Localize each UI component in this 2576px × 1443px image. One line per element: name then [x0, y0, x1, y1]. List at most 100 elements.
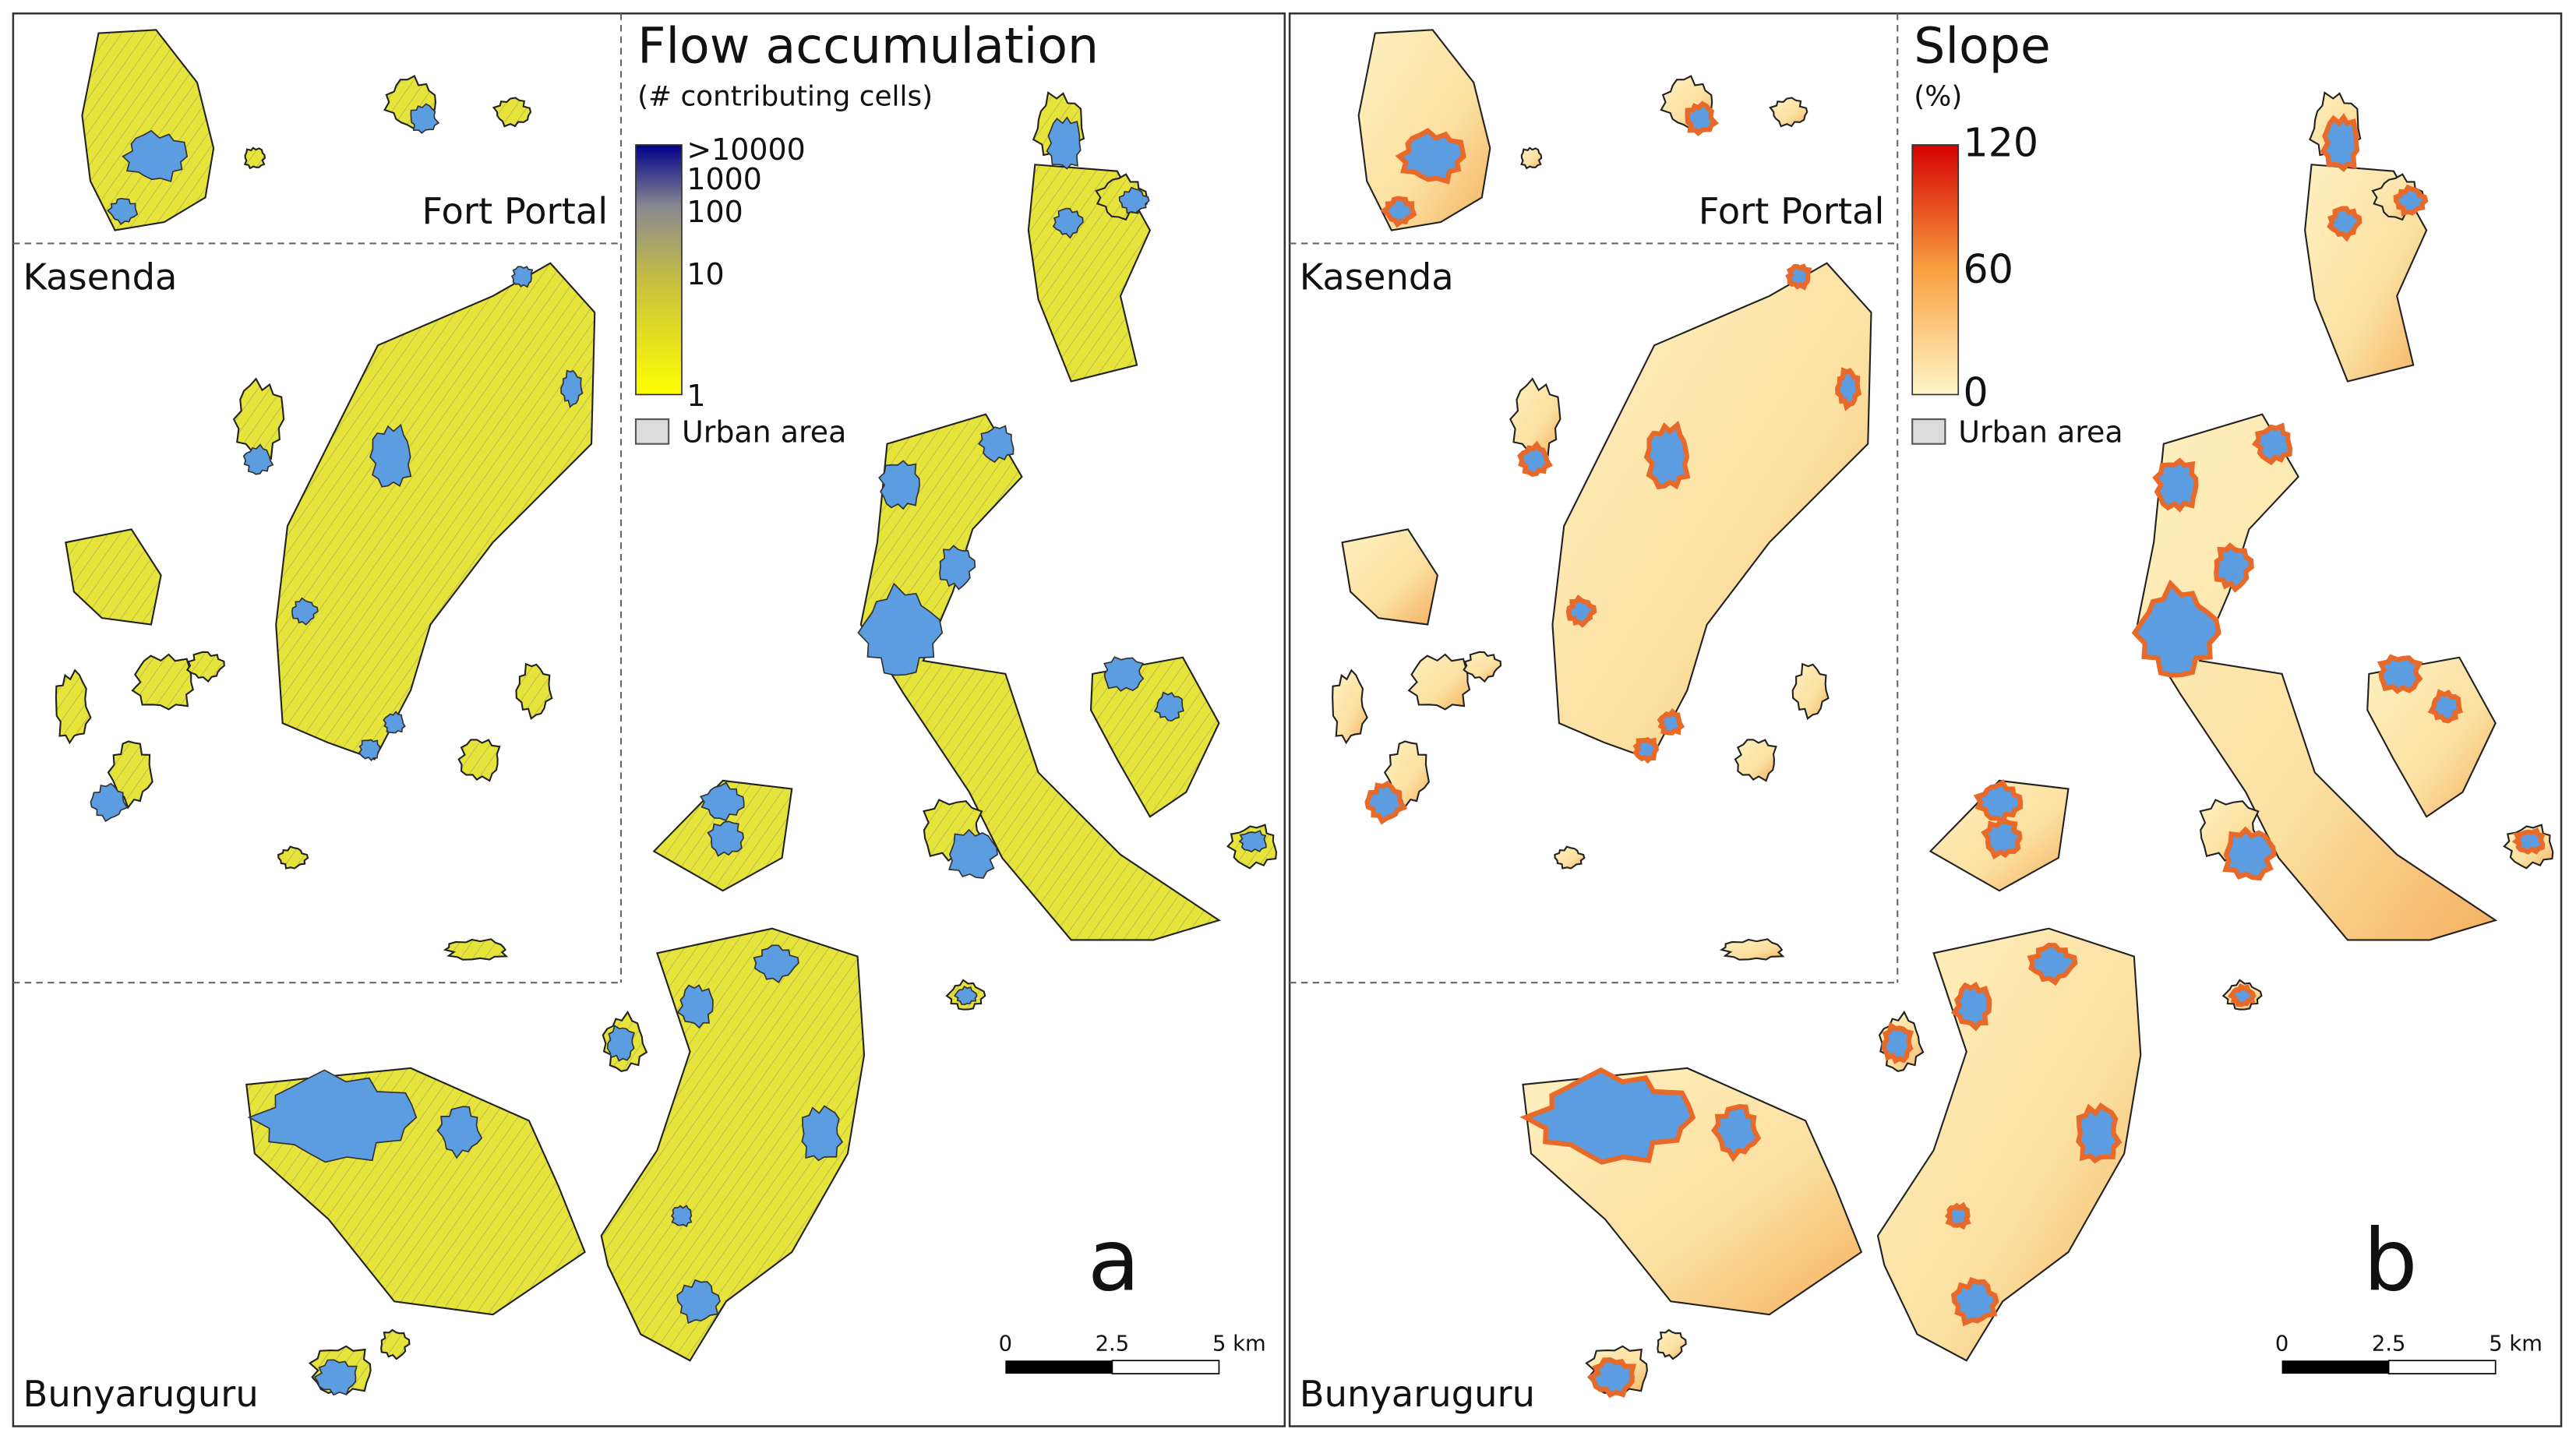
catchment: [859, 413, 1221, 941]
urban-label: Urban area: [1958, 415, 2123, 450]
scale-bar-label: 0: [2275, 1332, 2288, 1357]
crater-lake: [2131, 579, 2221, 678]
crater-lake: [857, 582, 944, 676]
crater-lake: [1785, 263, 1812, 291]
crater-lake: [1052, 207, 1084, 239]
urban-swatch: [634, 418, 670, 445]
crater-lake: [939, 545, 976, 591]
color-bar-label: 1: [686, 379, 705, 413]
region-label: Bunyaruguru: [1300, 1373, 1535, 1415]
crater-lake: [1945, 1201, 1971, 1230]
region-label: Kasenda: [1300, 256, 1454, 298]
catchment: [1769, 97, 1808, 128]
crater-lake: [801, 1105, 844, 1162]
crater-lake: [1153, 691, 1184, 722]
scale-bar-black: [1005, 1360, 1113, 1374]
catchment: [131, 653, 194, 711]
crater-lake: [383, 711, 406, 734]
catchment: [65, 528, 162, 626]
catchment: [443, 938, 509, 961]
crater-lake: [1103, 656, 1145, 692]
crater-lake: [1950, 981, 1992, 1032]
catchment: [515, 662, 553, 720]
catchment: [1463, 651, 1502, 683]
scale-bar-black: [2281, 1360, 2389, 1374]
crater-lake: [2214, 542, 2254, 593]
crater-lake: [358, 739, 381, 761]
catchment: [1554, 845, 1586, 870]
crater-lake: [977, 425, 1015, 464]
catchment: [55, 669, 92, 745]
legend-subtitle: (%): [1914, 80, 1962, 112]
region-label: Fort Portal: [422, 190, 608, 232]
crater-lake: [676, 1279, 721, 1325]
scale-bar-white: [2387, 1360, 2497, 1374]
crater-lake: [2076, 1103, 2123, 1164]
catchment: [1520, 146, 1543, 170]
color-bar-label: >10000: [686, 132, 805, 167]
crater-lake: [107, 197, 139, 226]
crater-lake: [90, 782, 129, 823]
catchment: [457, 739, 501, 782]
crater-lake: [1973, 779, 2024, 824]
crater-lake: [2427, 689, 2464, 724]
catchment: [1720, 938, 1785, 961]
catchment: [81, 29, 215, 231]
crater-lake: [2320, 113, 2360, 172]
catchment: [1089, 656, 1220, 818]
crater-lake: [676, 984, 714, 1029]
urban-swatch: [1911, 418, 1946, 445]
color-bar-label: 1000: [686, 162, 762, 196]
crater-lake: [369, 423, 412, 488]
crater-lake: [606, 1025, 635, 1062]
scale-bar-label: 5 km: [1212, 1332, 1266, 1357]
crater-lake: [1118, 186, 1150, 214]
crater-lake: [1395, 127, 1466, 185]
color-bar-label: 0: [1964, 369, 1988, 415]
crater-lake: [2327, 206, 2363, 242]
catchment: [275, 262, 596, 760]
crater-lake: [1046, 116, 1082, 170]
crater-lake: [1657, 707, 1685, 736]
crater-lake: [948, 828, 998, 879]
catchment: [1407, 653, 1471, 711]
legend-title: Slope: [1914, 17, 2050, 75]
crater-lake: [247, 1069, 418, 1163]
crater-lake: [510, 266, 534, 288]
catchment: [185, 651, 225, 683]
crater-lake: [1517, 440, 1553, 477]
crater-lake: [1364, 780, 1408, 825]
catchment: [1332, 669, 1368, 745]
crater-lake: [1380, 196, 1417, 228]
scale-bar-white: [1111, 1360, 1220, 1374]
catchment: [1791, 662, 1830, 720]
crater-lake: [436, 1106, 483, 1159]
crater-lake: [2511, 827, 2546, 855]
crater-lake: [1519, 1067, 1696, 1165]
crater-lake: [2227, 983, 2257, 1007]
panel-letter: a: [1088, 1211, 1140, 1311]
crater-lake: [699, 781, 745, 822]
region-label: Kasenda: [23, 256, 178, 298]
catchment: [1509, 377, 1561, 460]
crater-lake: [2377, 654, 2423, 694]
color-bar-label: 60: [1964, 246, 2013, 292]
panel-letter: b: [2363, 1211, 2418, 1311]
crater-lake: [410, 103, 440, 134]
crater-lake: [878, 460, 920, 510]
catchment: [2366, 656, 2497, 818]
catchment: [1657, 1328, 1687, 1360]
crater-lake: [242, 443, 274, 475]
color-bar-label: 100: [686, 195, 743, 229]
catchment: [600, 927, 866, 1362]
legend-subtitle: (# contributing cells): [637, 80, 933, 112]
crater-lake: [670, 1205, 693, 1228]
crater-lake: [707, 820, 744, 857]
region-label: Bunyaruguru: [23, 1373, 259, 1415]
crater-lake: [1710, 1104, 1762, 1163]
crater-lake: [1565, 594, 1597, 628]
panel-frame: [1288, 12, 2563, 1427]
